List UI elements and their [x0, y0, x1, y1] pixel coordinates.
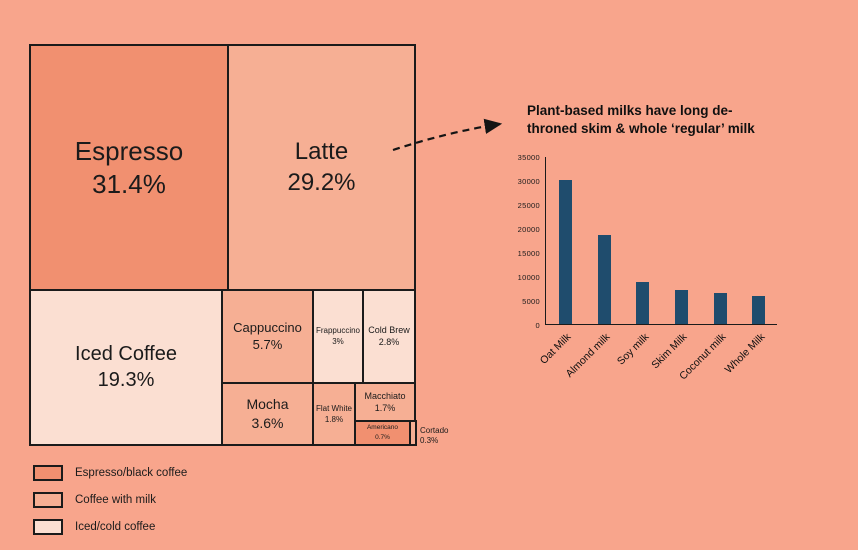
treemap-box-value: 3%: [332, 337, 344, 346]
treemap-box-label: Cold Brew: [368, 324, 410, 335]
treemap-box-value: 3.6%: [251, 414, 284, 431]
treemap-box-americano: Americano 0.7%: [354, 420, 411, 446]
treemap-box-value: 29.2%: [287, 169, 356, 196]
bar-almond-milk: [597, 235, 611, 324]
bar-chart: 0 5000 10000 15000 20000 25000 30000 35000 Oat …: [511, 153, 811, 407]
treemap-box-macchiato: Macchiato 1.7%: [354, 382, 416, 423]
y-tick-label: 15000: [517, 248, 540, 258]
treemap-box-label: Americano: [366, 424, 399, 432]
title-line-1: Plant-based milks have long de-: [527, 103, 733, 118]
treemap-box-label: Cortado: [420, 426, 449, 435]
y-tick-label: 35000: [517, 152, 540, 162]
bar-soy-milk: [636, 281, 650, 324]
treemap-box-mocha: Mocha 3.6%: [221, 382, 314, 446]
treemap-box-label: Iced Coffee: [75, 343, 177, 365]
treemap-box-value: 0.7%: [375, 433, 390, 441]
legend-swatch-coffee-with-milk: [33, 492, 63, 508]
treemap-box-value: 19.3%: [97, 369, 155, 391]
bar-plot: Oat Milk Almond milk Soy milk Skim Milk Coco…: [538, 157, 777, 382]
bar-whole-milk: [752, 295, 766, 324]
legend-label: Iced/cold coffee: [75, 521, 156, 533]
treemap-box-value: 1.7%: [374, 403, 396, 413]
treemap-box-label: Macchiato: [364, 390, 406, 401]
title-line-2: throned skim & whole ‘regular’ milk: [527, 120, 755, 136]
treemap-box-label: Latte: [294, 138, 349, 165]
legend-item: Iced/cold coffee: [33, 519, 187, 535]
treemap-box-value: 0.3%: [420, 436, 439, 446]
dashed-arrow-icon: [392, 118, 503, 152]
bar-chart-title: Plant-based milks have long de- throned …: [527, 102, 807, 137]
treemap-box-latte: Latte 29.2%: [227, 44, 416, 291]
y-tick-label: 5000: [522, 296, 540, 306]
treemap-box-label: Flat White: [315, 403, 352, 413]
treemap-box-value: 5.7%: [252, 337, 283, 352]
treemap-box-flat-white: Flat White 1.8%: [312, 382, 356, 446]
legend-swatch-espresso-black: [33, 465, 63, 481]
legend-label: Coffee with milk: [75, 494, 156, 506]
legend-label: Espresso/black coffee: [75, 467, 188, 479]
treemap-box-label: Frappuccino: [315, 326, 361, 335]
treemap-box-label: Espresso: [74, 135, 184, 166]
y-tick-label: 10000: [517, 272, 540, 282]
treemap-box-frappuccino: Frappuccino 3%: [312, 289, 364, 384]
legend-item: Coffee with milk: [33, 492, 187, 508]
treemap-box-value: 31.4%: [92, 169, 166, 199]
legend-swatch-iced-cold: [33, 519, 63, 535]
y-axis: 0 5000 10000 15000 20000 25000 30000 35000: [511, 153, 545, 330]
treemap-box-cold-brew: Cold Brew 2.8%: [362, 289, 416, 384]
y-tick-label: 20000: [517, 224, 540, 234]
bar-coconut-milk: [713, 292, 727, 324]
y-tick-label: 30000: [517, 176, 540, 186]
treemap-box-value: 2.8%: [378, 337, 400, 347]
y-tick-label: 0: [535, 320, 540, 330]
y-tick-label: 25000: [517, 200, 540, 210]
legend-item: Espresso/black coffee: [33, 465, 187, 481]
treemap-box-label: Cappuccino: [233, 319, 302, 335]
treemap-box-espresso: Espresso 31.4%: [29, 44, 229, 291]
treemap-box-value: 1.8%: [324, 414, 344, 424]
treemap-box-label: Mocha: [246, 396, 289, 412]
bar-skim-milk: [674, 290, 688, 324]
treemap-box-cappuccino: Cappuccino 5.7%: [221, 289, 314, 384]
treemap-outside-label-cortado: Cortado 0.3%: [420, 426, 448, 447]
bar-oat-milk: [558, 180, 572, 324]
treemap-box-cortado: [409, 420, 417, 446]
treemap-box-iced-coffee: Iced Coffee 19.3%: [29, 289, 223, 446]
treemap-legend: Espresso/black coffee Coffee with milk I…: [33, 465, 187, 546]
